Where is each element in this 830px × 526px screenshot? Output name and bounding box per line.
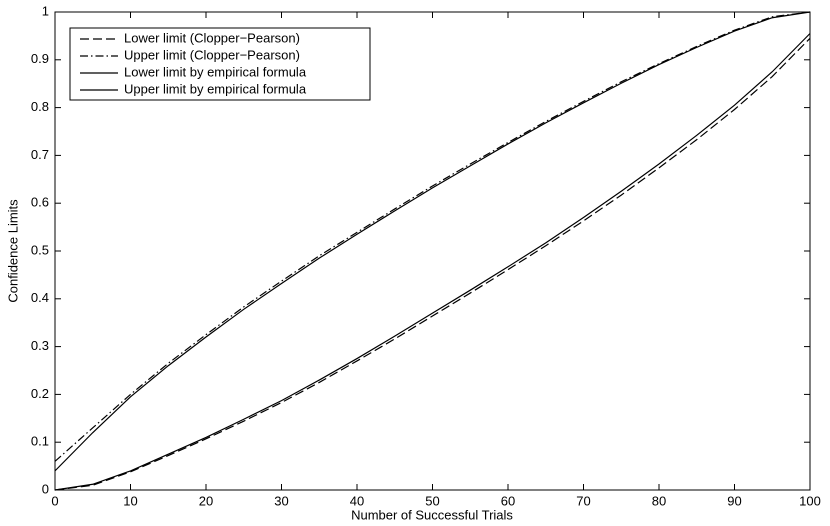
- y-tick-label: 0.3: [31, 338, 49, 353]
- x-tick-label: 20: [199, 493, 213, 508]
- x-tick-label: 10: [123, 493, 137, 508]
- y-tick-label: 0.7: [31, 147, 49, 162]
- y-tick-label: 0: [42, 481, 49, 496]
- y-axis-label: Confidence Limits: [5, 199, 20, 303]
- x-tick-label: 40: [350, 493, 364, 508]
- series-line: [54, 37, 811, 491]
- x-tick-label: 90: [727, 493, 741, 508]
- legend-label: Upper limit (Clopper−Pearson): [124, 47, 300, 62]
- legend-label: Lower limit (Clopper−Pearson): [124, 30, 300, 45]
- y-tick-label: 0.9: [31, 51, 49, 66]
- y-tick-label: 0.1: [31, 434, 49, 449]
- series-line: [54, 33, 811, 491]
- x-tick-label: 0: [51, 493, 58, 508]
- y-tick-label: 0.8: [31, 99, 49, 114]
- x-tick-label: 70: [576, 493, 590, 508]
- y-tick-label: 0.6: [31, 195, 49, 210]
- legend-label: Lower limit by empirical formula: [124, 64, 307, 79]
- series-line: [54, 11, 811, 462]
- x-tick-label: 80: [652, 493, 666, 508]
- y-tick-label: 0.5: [31, 242, 49, 257]
- legend-box: [69, 27, 371, 101]
- y-tick-label: 1: [42, 3, 49, 18]
- y-tick-label: 0.2: [31, 386, 49, 401]
- series-line: [54, 11, 811, 472]
- y-tick-label: 0.4: [31, 290, 49, 305]
- x-tick-label: 50: [425, 493, 439, 508]
- x-axis-label: Number of Successful Trials: [351, 507, 513, 522]
- x-tick-label: 100: [799, 493, 821, 508]
- legend-label: Upper limit by empirical formula: [124, 81, 307, 96]
- x-tick-label: 60: [501, 493, 515, 508]
- x-tick-label: 30: [274, 493, 288, 508]
